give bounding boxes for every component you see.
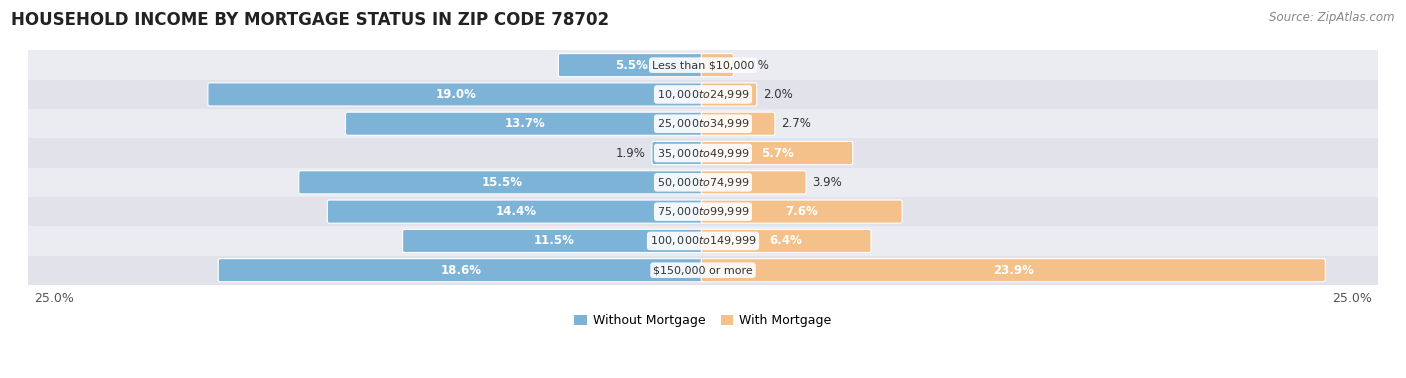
Text: $25,000 to $34,999: $25,000 to $34,999 (657, 117, 749, 130)
Text: $50,000 to $74,999: $50,000 to $74,999 (657, 176, 749, 189)
FancyBboxPatch shape (702, 171, 806, 194)
Text: 3.9%: 3.9% (813, 176, 842, 189)
Text: $10,000 to $24,999: $10,000 to $24,999 (657, 88, 749, 101)
Text: 5.5%: 5.5% (616, 59, 648, 72)
Bar (28, 109, 1378, 138)
FancyBboxPatch shape (218, 259, 704, 282)
FancyBboxPatch shape (702, 200, 903, 223)
Text: Less than $10,000: Less than $10,000 (652, 60, 754, 70)
Text: 1.9%: 1.9% (616, 147, 645, 160)
Text: 2.0%: 2.0% (762, 88, 793, 101)
Bar (28, 168, 1378, 197)
Text: 14.4%: 14.4% (495, 205, 537, 218)
Text: 5.7%: 5.7% (761, 147, 793, 160)
FancyBboxPatch shape (208, 83, 704, 106)
Legend: Without Mortgage, With Mortgage: Without Mortgage, With Mortgage (569, 309, 837, 332)
Bar (28, 226, 1378, 256)
Text: $35,000 to $49,999: $35,000 to $49,999 (657, 147, 749, 160)
Bar (28, 80, 1378, 109)
Bar (28, 197, 1378, 226)
Text: 6.4%: 6.4% (769, 234, 803, 248)
FancyBboxPatch shape (702, 83, 756, 106)
FancyBboxPatch shape (328, 200, 704, 223)
FancyBboxPatch shape (702, 229, 870, 253)
Text: 23.9%: 23.9% (993, 264, 1033, 277)
Text: $100,000 to $149,999: $100,000 to $149,999 (650, 234, 756, 248)
FancyBboxPatch shape (702, 112, 775, 135)
FancyBboxPatch shape (702, 259, 1326, 282)
FancyBboxPatch shape (346, 112, 704, 135)
Text: 19.0%: 19.0% (436, 88, 477, 101)
FancyBboxPatch shape (702, 141, 853, 164)
Text: 13.7%: 13.7% (505, 117, 546, 130)
Text: 2.7%: 2.7% (780, 117, 811, 130)
Text: $75,000 to $99,999: $75,000 to $99,999 (657, 205, 749, 218)
FancyBboxPatch shape (402, 229, 704, 253)
Bar (28, 256, 1378, 285)
Text: $150,000 or more: $150,000 or more (654, 265, 752, 275)
Bar (28, 51, 1378, 80)
FancyBboxPatch shape (652, 141, 704, 164)
Text: 7.6%: 7.6% (786, 205, 818, 218)
Text: 15.5%: 15.5% (481, 176, 522, 189)
Bar (28, 138, 1378, 168)
Text: 1.1%: 1.1% (740, 59, 769, 72)
FancyBboxPatch shape (702, 54, 734, 77)
Text: 18.6%: 18.6% (441, 264, 482, 277)
FancyBboxPatch shape (298, 171, 704, 194)
Text: 11.5%: 11.5% (533, 234, 574, 248)
Text: HOUSEHOLD INCOME BY MORTGAGE STATUS IN ZIP CODE 78702: HOUSEHOLD INCOME BY MORTGAGE STATUS IN Z… (11, 11, 609, 29)
FancyBboxPatch shape (558, 54, 704, 77)
Text: Source: ZipAtlas.com: Source: ZipAtlas.com (1270, 11, 1395, 24)
